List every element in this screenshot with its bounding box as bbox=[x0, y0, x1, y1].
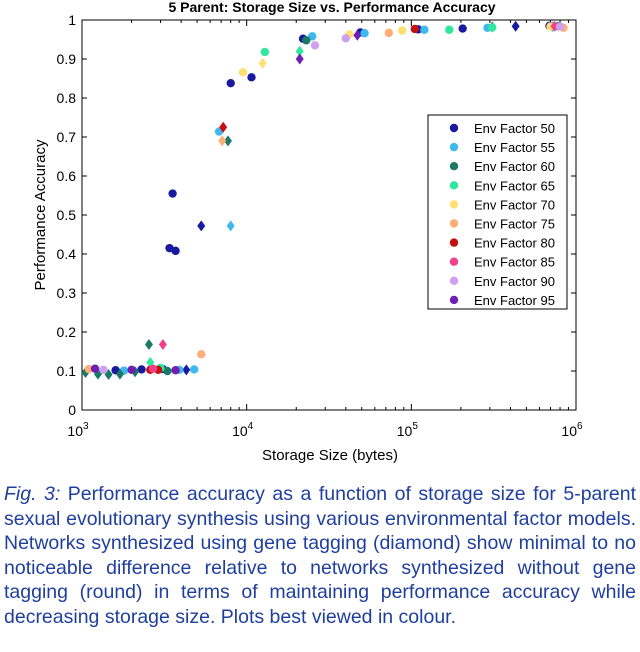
data-point bbox=[295, 53, 304, 65]
data-point bbox=[353, 29, 362, 41]
legend-marker bbox=[449, 181, 459, 190]
data-point bbox=[197, 220, 206, 232]
y-axis-label: Performance Accuracy bbox=[32, 139, 49, 290]
data-point bbox=[144, 338, 153, 350]
data-point bbox=[226, 78, 235, 88]
x-tick-label: 104 bbox=[232, 421, 254, 439]
data-point bbox=[99, 365, 108, 375]
data-point bbox=[295, 45, 304, 57]
legend: Env Factor 50 Env Factor 55 Env Factor 60 E… bbox=[427, 114, 568, 310]
data-point bbox=[384, 28, 394, 38]
data-points bbox=[81, 20, 568, 381]
legend-marker bbox=[449, 257, 459, 266]
x-tick-label: 106 bbox=[561, 421, 583, 439]
data-point bbox=[148, 364, 158, 373]
series-group bbox=[90, 29, 362, 375]
data-point bbox=[555, 22, 565, 31]
data-point bbox=[218, 135, 227, 147]
data-point bbox=[511, 20, 520, 32]
series-group bbox=[99, 22, 565, 375]
y-tick-label: 1 bbox=[68, 12, 76, 28]
data-point bbox=[223, 135, 232, 147]
data-point bbox=[226, 220, 235, 232]
x-axis-label: Storage Size (bytes) bbox=[262, 447, 398, 464]
data-point bbox=[171, 366, 180, 375]
caption-label: Fig. 3: bbox=[4, 483, 61, 505]
y-tick-label: 0.4 bbox=[57, 246, 77, 262]
legend-label: Env Factor 95 bbox=[474, 293, 555, 308]
legend-label: Env Factor 75 bbox=[474, 217, 555, 232]
legend-label: Env Factor 55 bbox=[474, 140, 555, 155]
legend-marker bbox=[449, 219, 459, 228]
data-point bbox=[360, 29, 369, 38]
legend-label: Env Factor 65 bbox=[474, 178, 555, 193]
y-tick-label: 0.2 bbox=[57, 324, 77, 340]
legend-label: Env Factor 80 bbox=[474, 236, 555, 251]
series-group bbox=[148, 20, 559, 373]
data-point bbox=[84, 364, 94, 374]
y-tick-label: 0.9 bbox=[57, 51, 77, 67]
data-point bbox=[550, 20, 559, 32]
data-point bbox=[127, 365, 136, 375]
legend-label: Env Factor 85 bbox=[474, 255, 555, 270]
data-point bbox=[182, 364, 191, 376]
data-point bbox=[137, 365, 146, 374]
y-tick-label: 0.7 bbox=[57, 129, 77, 145]
data-point bbox=[420, 25, 429, 34]
data-point bbox=[458, 24, 467, 33]
data-point bbox=[168, 189, 177, 198]
data-point bbox=[115, 368, 124, 380]
data-point bbox=[197, 350, 206, 359]
data-point bbox=[410, 24, 420, 34]
axes: 0 0.1 0.2 0.3 0.4 0.5 0.6 0.7 0.8 0.9 1 103 104 105 10… bbox=[57, 12, 583, 439]
data-point bbox=[488, 23, 497, 32]
data-point bbox=[307, 32, 317, 41]
legend-marker bbox=[449, 142, 459, 152]
legend-marker bbox=[449, 123, 459, 133]
data-point bbox=[397, 26, 407, 35]
x-tick-label: 105 bbox=[397, 421, 419, 439]
x-tick-label: 103 bbox=[67, 421, 89, 439]
y-tick-label: 0 bbox=[68, 402, 76, 418]
series-group bbox=[238, 22, 555, 77]
legend-marker bbox=[449, 200, 459, 209]
legend-label: Env Factor 70 bbox=[474, 197, 555, 212]
chart-title: 5 Parent: Storage Size vs. Performance A… bbox=[168, 0, 495, 15]
data-point bbox=[302, 36, 311, 45]
legend-label: Env Factor 50 bbox=[474, 121, 555, 136]
data-point bbox=[189, 365, 199, 374]
y-tick-label: 0.8 bbox=[57, 90, 77, 106]
legend-marker bbox=[449, 276, 459, 285]
y-tick-label: 0.5 bbox=[57, 207, 77, 223]
data-point bbox=[90, 364, 100, 373]
data-point bbox=[163, 366, 172, 376]
data-point bbox=[258, 57, 267, 69]
y-tick-label: 0.1 bbox=[57, 363, 77, 379]
legend-marker bbox=[449, 238, 459, 247]
data-point bbox=[158, 338, 167, 350]
legend-marker bbox=[449, 162, 459, 171]
data-point bbox=[445, 25, 454, 34]
legend-label: Env Factor 90 bbox=[474, 274, 555, 289]
series-group bbox=[146, 24, 420, 375]
data-point bbox=[341, 34, 351, 43]
data-point bbox=[238, 68, 248, 77]
data-point bbox=[171, 246, 180, 256]
data-point bbox=[219, 121, 228, 133]
scatter-chart: 5 Parent: Storage Size vs. Performance A… bbox=[32, 0, 583, 464]
legend-marker bbox=[449, 295, 459, 305]
figure-caption: Fig. 3: Performance accuracy as a functi… bbox=[4, 482, 636, 629]
y-tick-label: 0.6 bbox=[57, 168, 77, 184]
data-point bbox=[247, 73, 256, 82]
y-tick-label: 0.3 bbox=[57, 285, 77, 301]
caption-text: Performance accuracy as a function of st… bbox=[4, 483, 636, 628]
legend-label: Env Factor 60 bbox=[474, 159, 555, 174]
data-point bbox=[260, 47, 270, 57]
data-point bbox=[310, 41, 320, 50]
